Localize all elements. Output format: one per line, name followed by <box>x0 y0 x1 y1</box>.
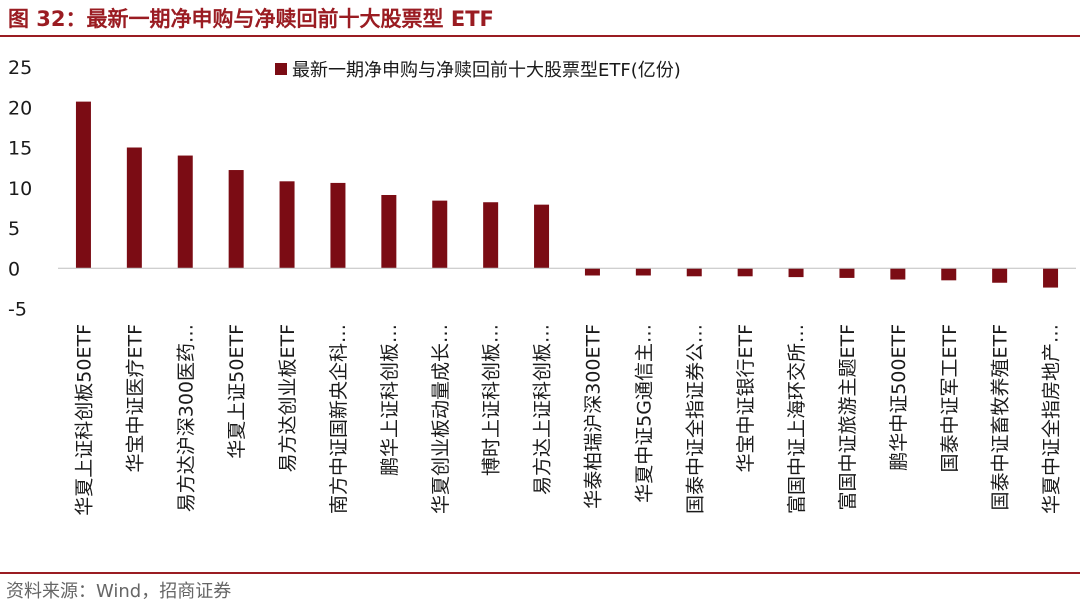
x-tick-label: 南方中证国新央企科… <box>328 324 350 514</box>
x-tick-label: 华夏上证50ETF <box>226 324 248 459</box>
x-tick-label: 富国中证上海环交所… <box>786 324 808 514</box>
x-axis: 华夏上证科创板50ETF 华宝中证医疗ETF 易方达沪深300医药… 华夏上证50ET… <box>73 324 1062 516</box>
legend: 最新一期净申购与净赎回前十大股票型ETF(亿份) <box>275 60 681 81</box>
x-tick-label: 易方达沪深300医药… <box>175 324 197 512</box>
bars <box>75 101 1059 288</box>
x-tick-label: 华夏上证科创板50ETF <box>73 324 95 516</box>
y-tick-label: -5 <box>8 299 27 321</box>
bar <box>330 182 346 269</box>
bar <box>1043 268 1059 288</box>
bar <box>279 181 295 269</box>
x-tick-label: 国泰中证军工ETF <box>939 324 961 473</box>
x-tick-label: 华夏中证全指房地产… <box>1041 324 1063 514</box>
figure-title: 图 32：最新一期净申购与净赎回前十大股票型 ETF <box>8 7 494 31</box>
bar <box>941 268 957 281</box>
bar <box>584 268 600 276</box>
bar <box>228 170 244 269</box>
bar <box>788 268 804 278</box>
x-tick-label: 富国中证旅游主题ETF <box>837 324 859 511</box>
bar <box>381 194 397 269</box>
bottom-rule <box>0 572 1080 574</box>
bar <box>992 268 1008 283</box>
top-rule <box>0 35 1080 37</box>
x-tick-label: 易方达上证科创板… <box>532 324 554 495</box>
bar <box>432 200 448 269</box>
x-tick-label: 华夏中证5G通信主… <box>633 324 655 503</box>
bar <box>177 155 193 269</box>
y-tick-label: 15 <box>8 138 32 160</box>
y-tick-label: 20 <box>8 97 32 119</box>
bar <box>75 101 91 269</box>
x-tick-label: 易方达创业板ETF <box>277 324 299 473</box>
x-tick-label: 国泰中证畜牧养殖ETF <box>990 324 1012 511</box>
y-tick-label: 0 <box>8 258 20 280</box>
x-tick-label: 鹏华中证500ETF <box>888 324 910 471</box>
x-tick-label: 鹏华上证科创板… <box>379 324 401 476</box>
bar <box>839 268 855 278</box>
legend-label: 最新一期净申购与净赎回前十大股票型ETF(亿份) <box>292 60 681 81</box>
bar <box>483 202 499 269</box>
legend-swatch <box>275 63 287 75</box>
x-tick-label: 华宝中证医疗ETF <box>124 324 146 473</box>
bar <box>635 268 651 276</box>
bar <box>534 204 550 269</box>
bar <box>890 268 906 280</box>
x-tick-label: 博时上证科创板… <box>481 324 503 476</box>
bar-chart: 最新一期净申购与净赎回前十大股票型ETF(亿份) 25 20 15 10 5 0 -5 华夏… <box>8 57 1076 516</box>
x-tick-label: 华宝中证银行ETF <box>735 324 757 473</box>
y-tick-label: 5 <box>8 218 20 240</box>
source-note: 资料来源：Wind，招商证券 <box>6 581 232 602</box>
bar <box>686 268 702 277</box>
y-tick-label: 10 <box>8 178 32 200</box>
x-tick-label: 华泰柏瑞沪深300ETF <box>582 324 604 509</box>
y-axis: 25 20 15 10 5 0 -5 <box>8 57 32 321</box>
bar <box>126 147 142 269</box>
x-tick-label: 国泰中证全指证券公… <box>684 324 706 514</box>
bar <box>737 268 753 277</box>
y-tick-label: 25 <box>8 57 32 79</box>
x-tick-label: 华夏创业板动量成长… <box>430 324 452 514</box>
